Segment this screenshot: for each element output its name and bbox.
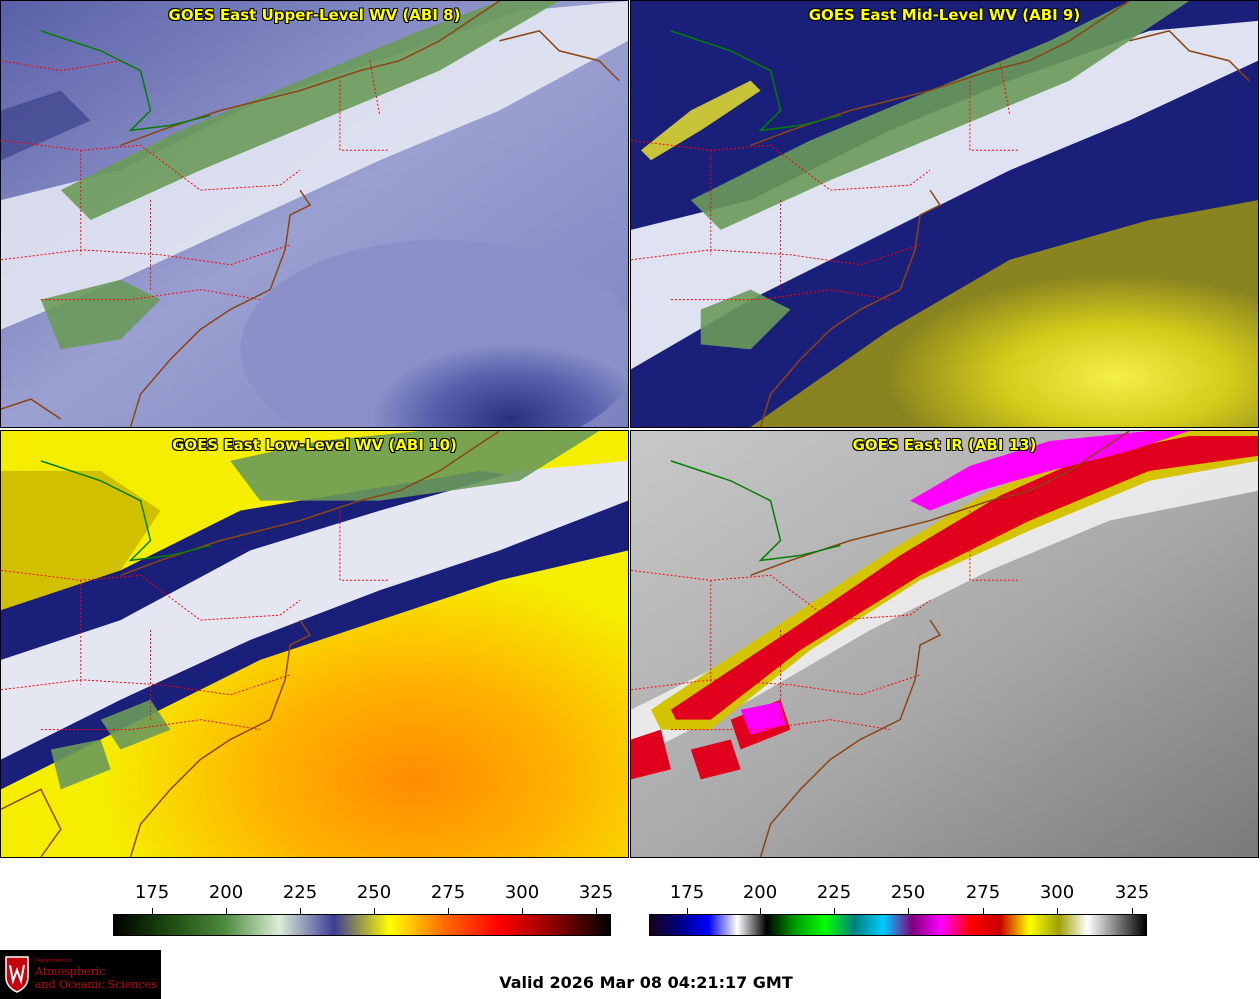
panel-low-level-wv: GOES East Low-Level WV (ABI 10) xyxy=(0,430,629,858)
colorbar-tick-label: 325 xyxy=(1114,882,1150,903)
panel-title: GOES East Low-Level WV (ABI 10) xyxy=(172,436,457,454)
logo-line2-text: and Oceanic Sciences xyxy=(35,978,157,991)
colorbar-tick-label: 275 xyxy=(430,882,466,903)
logo-dept-text: Department of xyxy=(35,958,72,964)
colorbar-tick-label: 175 xyxy=(134,882,170,903)
colorbar-tick xyxy=(596,908,597,914)
colorbar-tick xyxy=(1057,908,1058,914)
low-level-wv-image xyxy=(1,431,628,857)
colorbar-tick xyxy=(983,908,984,914)
colorbar-tick xyxy=(300,908,301,914)
colorbar-tick-label: 200 xyxy=(742,882,778,903)
panel-title: GOES East Mid-Level WV (ABI 9) xyxy=(808,6,1081,24)
colorbar-tick xyxy=(522,908,523,914)
panel-mid-level-wv: GOES East Mid-Level WV (ABI 9) xyxy=(630,0,1259,428)
colorbar-tick xyxy=(374,908,375,914)
panel-ir: GOES East IR (ABI 13) xyxy=(630,430,1259,858)
colorbar-tick-label: 275 xyxy=(965,882,1001,903)
aos-logo: Department of Atmospheric and Oceanic Sc… xyxy=(0,950,161,999)
ir-image xyxy=(631,431,1258,857)
panel-upper-level-wv: GOES East Upper-Level WV (ABI 8) xyxy=(0,0,629,428)
colorbar-tick-label: 175 xyxy=(669,882,705,903)
colorbar-tick-label: 225 xyxy=(282,882,318,903)
colorbar-tick xyxy=(908,908,909,914)
colorbar-tick xyxy=(226,908,227,914)
panel-title: GOES East IR (ABI 13) xyxy=(852,436,1037,454)
mid-level-wv-image xyxy=(631,1,1258,427)
colorbar-tick-label: 250 xyxy=(890,882,926,903)
ir-colorbar-gradient xyxy=(649,914,1147,936)
panel-title: GOES East Upper-Level WV (ABI 8) xyxy=(168,6,461,24)
colorbar-tick-label: 325 xyxy=(578,882,614,903)
colorbar-tick xyxy=(687,908,688,914)
upper-level-wv-image xyxy=(1,1,628,427)
colorbar-tick-label: 250 xyxy=(356,882,392,903)
colorbar-tick xyxy=(834,908,835,914)
valid-time: Valid 2026 Mar 08 04:21:17 GMT xyxy=(499,973,793,992)
ir-colorbar: 175 200 225 250 275 300 325 xyxy=(649,870,1149,940)
colorbar-tick xyxy=(760,908,761,914)
colorbar-tick xyxy=(1132,908,1133,914)
colorbar-tick-label: 225 xyxy=(816,882,852,903)
colorbar-tick xyxy=(152,908,153,914)
wv-colorbar-gradient xyxy=(113,914,611,936)
colorbar-tick-label: 300 xyxy=(504,882,540,903)
colorbar-tick-label: 300 xyxy=(1039,882,1075,903)
logo-line1-text: Atmospheric xyxy=(35,965,106,978)
wv-colorbar: 175 200 225 250 275 300 325 xyxy=(113,870,613,940)
colorbar-tick-label: 200 xyxy=(208,882,244,903)
colorbar-tick xyxy=(448,908,449,914)
uw-crest-icon xyxy=(5,956,29,993)
